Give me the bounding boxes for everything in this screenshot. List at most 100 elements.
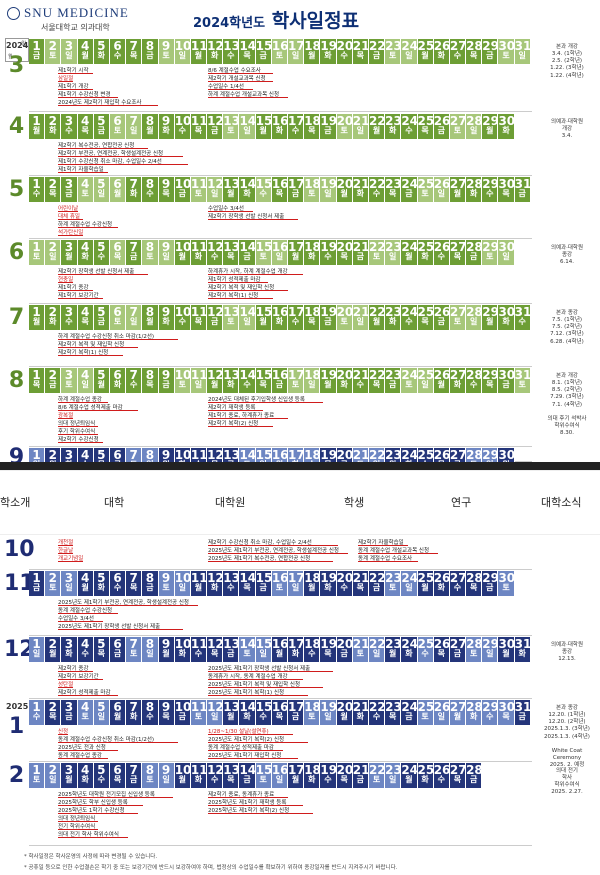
day-cell[interactable]: 18 화 — [304, 763, 321, 788]
day-cell[interactable]: 18 목 — [304, 114, 321, 139]
day-cell[interactable]: 11 화 — [190, 240, 208, 265]
day-cell[interactable]: 11 목 — [190, 114, 208, 139]
day-cell[interactable]: 13 토 — [223, 305, 240, 330]
day-cell[interactable]: 27 월 — [449, 177, 467, 202]
day-cell[interactable]: 27 수 — [449, 39, 467, 64]
day-cell[interactable]: 19 수 — [320, 240, 337, 265]
day-cell[interactable]: 26 월 — [433, 368, 450, 393]
day-cell[interactable]: 24 금 — [401, 700, 418, 725]
day-cell[interactable]: 14 금 — [239, 763, 256, 788]
day-cell[interactable]: 28 금 — [466, 240, 483, 265]
day-cell[interactable]: 11 토 — [190, 700, 208, 725]
day-cell[interactable]: 25 화 — [417, 763, 434, 788]
day-cell[interactable]: 30 화 — [498, 305, 515, 330]
day-cell[interactable]: 11 일 — [190, 368, 208, 393]
day-cell[interactable]: 23 목 — [385, 700, 402, 725]
day-cell[interactable]: 31 금 — [514, 700, 531, 725]
day-cell[interactable]: 21 목 — [352, 571, 369, 596]
day-cell[interactable]: 15 월 — [255, 114, 272, 139]
day-cell[interactable]: 28 목 — [466, 571, 483, 596]
day-cell[interactable]: 20 토 — [336, 305, 353, 330]
day-cell[interactable]: 17 수 — [288, 114, 305, 139]
day-cell[interactable]: 12 일 — [207, 177, 224, 202]
day-cell[interactable]: 30 금 — [498, 368, 515, 393]
day-cell[interactable]: 14 화 — [239, 177, 256, 202]
day-cell[interactable]: 19 수 — [320, 763, 337, 788]
logo-text[interactable]: SNU MEDICINE — [24, 5, 129, 20]
nav-item-news[interactable]: 대학소식 — [541, 496, 582, 509]
day-cell[interactable]: 15 금 — [255, 571, 272, 596]
day-cell[interactable]: 17 금 — [288, 177, 305, 202]
day-cell[interactable]: 17 토 — [288, 368, 305, 393]
day-cell[interactable]: 23 금 — [385, 368, 402, 393]
day-cell[interactable]: 13 수 — [223, 571, 240, 596]
day-cell[interactable]: 17 금 — [288, 700, 305, 725]
day-cell[interactable]: 27 화 — [449, 368, 467, 393]
day-cell[interactable]: 23 목 — [385, 177, 402, 202]
day-cell[interactable]: 20 수 — [336, 39, 353, 64]
day-cell[interactable]: 13 목 — [223, 763, 240, 788]
day-cell[interactable]: 25 목 — [417, 114, 434, 139]
day-cell[interactable]: 24 수 — [401, 305, 418, 330]
day-cell[interactable]: 20 토 — [336, 114, 353, 139]
day-cell[interactable]: 26 일 — [433, 177, 450, 202]
day-cell[interactable]: 31 금 — [514, 177, 531, 202]
day-cell[interactable]: 11 목 — [190, 305, 208, 330]
day-cell[interactable]: 20 월 — [336, 177, 353, 202]
day-cell[interactable]: 28 화 — [466, 177, 483, 202]
day-cell[interactable]: 12 화 — [207, 571, 224, 596]
day-cell[interactable]: 30 화 — [498, 114, 515, 139]
day-cell[interactable]: 18 화 — [304, 240, 321, 265]
day-cell[interactable]: 10 토 — [174, 368, 191, 393]
day-cell[interactable]: 18 토 — [304, 177, 321, 202]
day-cell[interactable]: 13 월 — [223, 700, 240, 725]
day-cell[interactable]: 25 토 — [417, 700, 434, 725]
day-cell[interactable]: 14 수 — [239, 368, 256, 393]
day-cell[interactable]: 11 화 — [190, 763, 208, 788]
day-cell[interactable]: 16 목 — [271, 177, 289, 202]
day-cell[interactable]: 15 토 — [255, 240, 272, 265]
day-cell[interactable]: 24 월 — [401, 763, 418, 788]
day-cell[interactable]: 31 수 — [514, 305, 531, 330]
day-cell[interactable]: 10 금 — [174, 177, 191, 202]
day-cell[interactable]: 15 월 — [255, 305, 272, 330]
day-cell[interactable]: 17 수 — [288, 305, 305, 330]
day-cell[interactable]: 11 월 — [190, 39, 208, 64]
day-cell[interactable]: 18 목 — [304, 305, 321, 330]
